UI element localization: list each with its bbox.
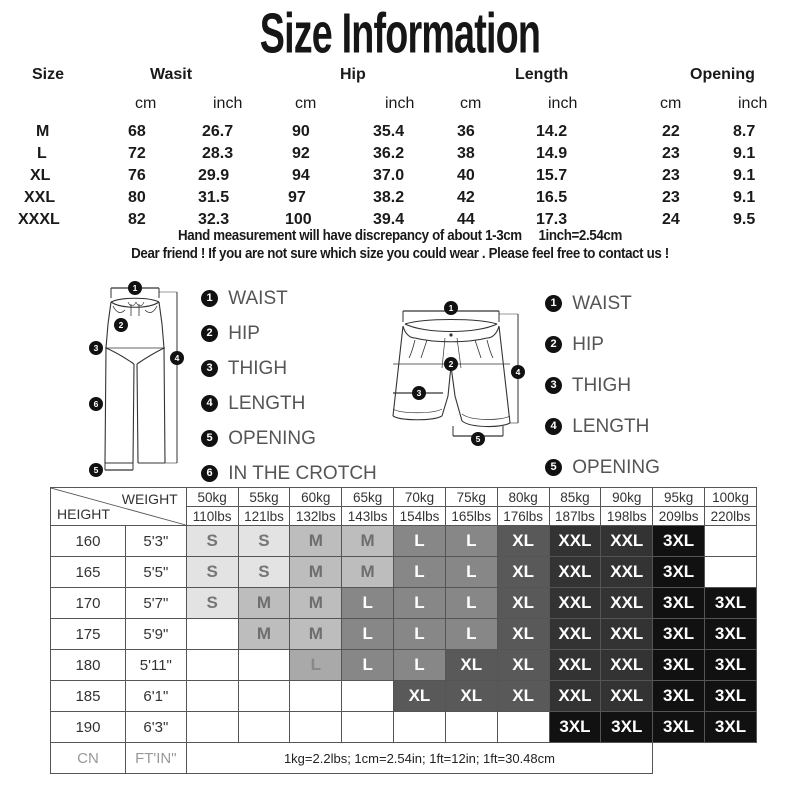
- svg-text:1: 1: [133, 283, 138, 293]
- svg-text:4: 4: [175, 353, 180, 363]
- svg-text:2: 2: [449, 359, 454, 369]
- svg-text:5: 5: [94, 465, 99, 475]
- svg-text:5: 5: [476, 434, 481, 444]
- svg-text:2: 2: [119, 320, 124, 330]
- svg-text:3: 3: [94, 343, 99, 353]
- svg-text:1: 1: [449, 303, 454, 313]
- svg-text:4: 4: [516, 367, 521, 377]
- svg-text:3: 3: [417, 388, 422, 398]
- svg-text:6: 6: [94, 399, 99, 409]
